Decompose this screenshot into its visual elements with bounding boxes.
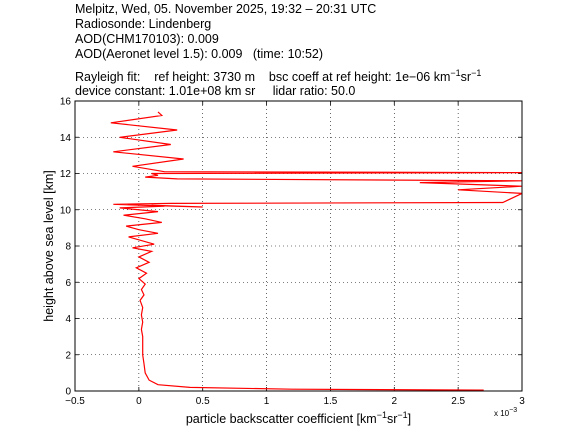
title-line-device: device constant: 1.01e+08 km sr lidar ra… — [75, 84, 355, 98]
grid-lines — [75, 101, 522, 391]
y-tick-label: 16 — [60, 97, 72, 108]
y-tick-label: 0 — [65, 387, 71, 398]
x-tick-label: 1 — [264, 396, 270, 407]
y-axis-label: height above sea level [km] — [42, 170, 56, 321]
title-line-aod-chm: AOD(CHM170103): 0.009 — [75, 32, 219, 46]
x-tick-label: −0.5 — [65, 396, 85, 407]
bsc-unit-sr: sr — [460, 70, 472, 85]
y-tick-label: 10 — [60, 205, 72, 216]
lidar-ratio-text: lidar ratio: 50.0 — [272, 84, 356, 98]
y-tick-label: 2 — [65, 350, 71, 361]
title-line-rayleigh: Rayleigh fit: ref height: 3730 m bsc coe… — [75, 66, 481, 84]
x-tick-label: 2.5 — [451, 396, 465, 407]
bsc-coeff-text: bsc coeff at ref height: 1e−06 km — [268, 70, 451, 85]
plot-frame — [74, 100, 523, 392]
y-tick-label: 12 — [60, 169, 72, 180]
x-tick-label: 0.5 — [196, 396, 210, 407]
y-tick-label: 8 — [65, 242, 71, 253]
bsc-unit-sup1: −1 — [450, 68, 461, 78]
x-axis-exponent: x 10−3 — [494, 407, 517, 418]
x-tick-label: 2 — [392, 396, 398, 407]
ref-height-text: ref height: 3730 m — [154, 70, 255, 85]
backscatter-profile-line — [110, 111, 523, 391]
title-line-aod-aeronet: AOD(Aeronet level 1.5): 0.009 (time: 10:… — [75, 47, 323, 61]
x-tick-label: 0 — [136, 396, 142, 407]
device-constant-text: device constant: 1.01e+08 km sr — [75, 84, 256, 98]
profile-line-group — [110, 111, 523, 391]
title-line-radiosonde: Radiosonde: Lindenberg — [75, 17, 212, 31]
aod-aeronet-text: AOD(Aeronet level 1.5): 0.009 (time: 10:… — [75, 47, 324, 61]
y-tick-label: 4 — [65, 314, 71, 325]
y-tick-label: 14 — [60, 133, 72, 144]
y-tick-label: 6 — [65, 278, 71, 289]
x-tick-label: 1.5 — [323, 396, 337, 407]
rayleigh-fit-label: Rayleigh fit: — [75, 70, 141, 85]
x-axis-label: particle backscatter coefficient [km−1sr… — [186, 410, 411, 426]
title-line-location-time: Melpitz, Wed, 05. November 2025, 19:32 –… — [75, 2, 377, 16]
bsc-unit-sup2: −1 — [471, 68, 482, 78]
x-tick-label: 3 — [519, 396, 525, 407]
